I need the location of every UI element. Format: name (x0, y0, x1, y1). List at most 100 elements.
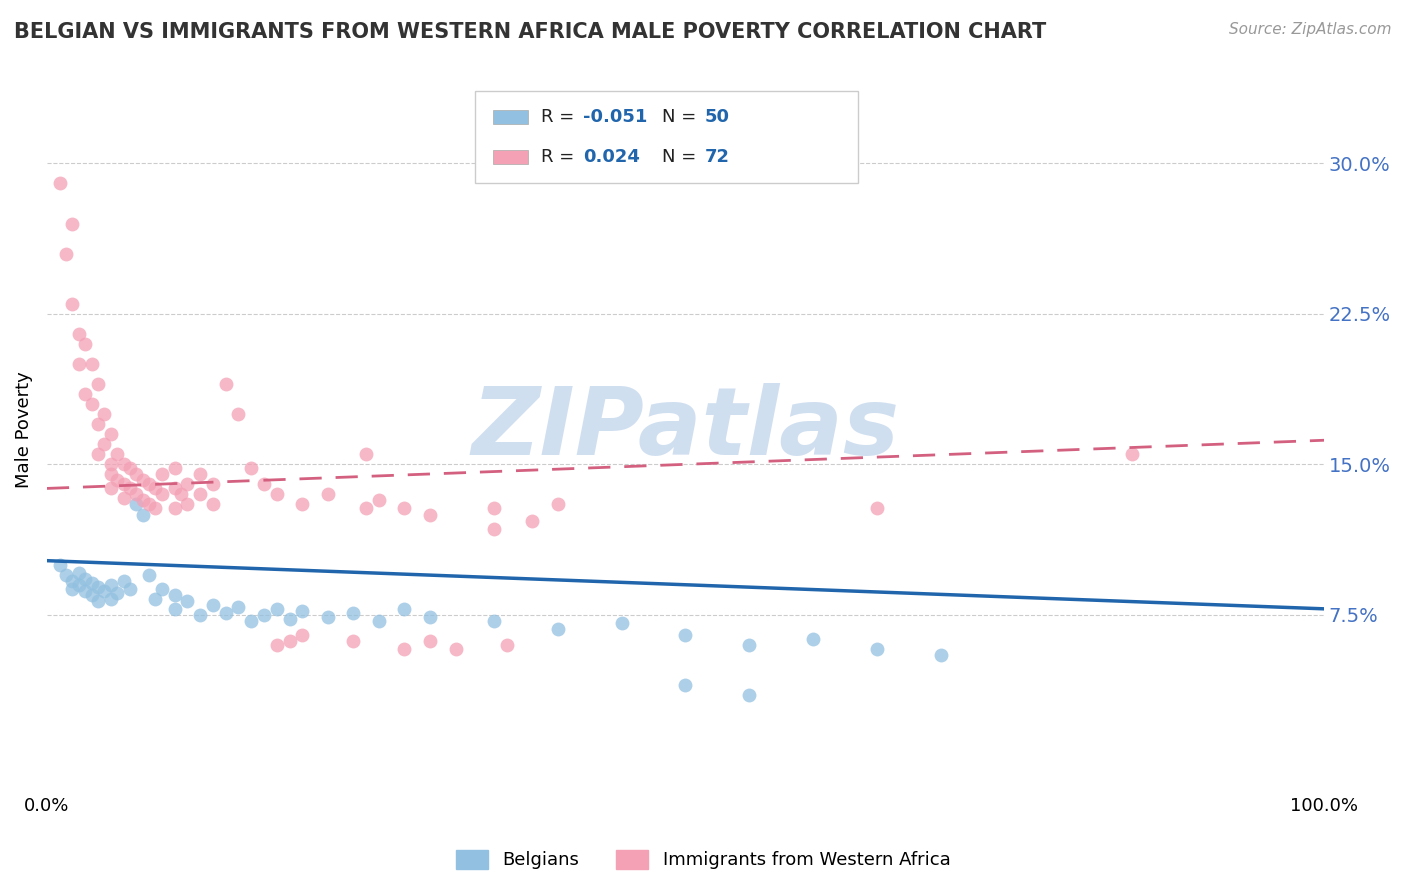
Point (201, 498, 224, 512)
Point (100, 591, 122, 606)
Point (62, 574, 84, 588)
Point (131, 474, 153, 488)
Point (93, 583, 115, 598)
Legend: Belgians, Immigrants from Western Africa: Belgians, Immigrants from Western Africa (447, 841, 959, 879)
Text: 0.024: 0.024 (583, 148, 640, 166)
Point (342, 634, 364, 648)
Point (495, 638, 517, 652)
Point (866, 642, 889, 657)
Point (738, 638, 761, 652)
Point (316, 610, 339, 624)
Point (145, 591, 167, 606)
Point (100, 578, 122, 592)
Point (48, 177, 70, 191)
Point (801, 632, 824, 646)
Point (394, 642, 416, 657)
Point (67, 357, 90, 371)
Point (67, 566, 90, 580)
Point (482, 501, 505, 516)
Point (342, 606, 364, 620)
Bar (492, 110, 529, 124)
Point (75, 337, 97, 351)
Point (93, 437, 115, 451)
Point (75, 572, 97, 586)
Point (215, 606, 238, 620)
Point (150, 582, 173, 596)
Text: Source: ZipAtlas.com: Source: ZipAtlas.com (1229, 22, 1392, 37)
Point (163, 588, 186, 602)
Point (482, 614, 505, 628)
Point (80, 575, 103, 590)
Point (105, 474, 128, 488)
Point (228, 407, 250, 421)
Y-axis label: Male Poverty: Male Poverty (15, 371, 32, 488)
Point (444, 642, 467, 657)
Point (150, 487, 173, 501)
Point (240, 614, 263, 628)
Text: ZIPatlas: ZIPatlas (471, 384, 900, 475)
Point (610, 615, 633, 630)
Text: -0.051: -0.051 (583, 108, 648, 126)
Point (62, 297, 84, 311)
FancyBboxPatch shape (475, 91, 858, 184)
Point (131, 493, 153, 508)
Text: N =: N = (662, 108, 703, 126)
Point (394, 501, 416, 516)
Point (176, 477, 198, 491)
Point (291, 498, 314, 512)
Point (176, 594, 198, 608)
Point (188, 467, 211, 482)
Point (547, 622, 569, 636)
Point (138, 477, 160, 491)
Point (112, 477, 135, 491)
Point (176, 498, 198, 512)
Point (87, 377, 110, 392)
Point (67, 326, 90, 341)
Point (188, 487, 211, 501)
Point (75, 387, 97, 401)
Point (240, 461, 263, 475)
Point (87, 447, 110, 461)
Point (100, 482, 122, 496)
Point (105, 447, 128, 461)
Text: BELGIAN VS IMMIGRANTS FROM WESTERN AFRICA MALE POVERTY CORRELATION CHART: BELGIAN VS IMMIGRANTS FROM WESTERN AFRIC… (14, 22, 1046, 42)
Point (419, 610, 441, 624)
Point (394, 602, 416, 616)
Point (253, 477, 276, 491)
Point (316, 487, 339, 501)
Point (145, 501, 167, 516)
Point (929, 648, 952, 662)
Point (93, 407, 115, 421)
Point (266, 487, 288, 501)
Point (675, 678, 697, 692)
Point (125, 487, 148, 501)
Point (118, 582, 141, 596)
Point (291, 604, 314, 618)
Point (368, 614, 391, 628)
Point (368, 493, 391, 508)
Point (278, 634, 301, 648)
Point (266, 602, 288, 616)
Point (55, 567, 77, 582)
Point (80, 357, 103, 371)
Point (170, 487, 193, 501)
Point (291, 628, 314, 642)
Text: N =: N = (662, 148, 703, 166)
Point (354, 447, 377, 461)
Point (62, 582, 84, 596)
Point (675, 628, 697, 642)
Point (188, 607, 211, 622)
Point (80, 588, 103, 602)
Point (163, 602, 186, 616)
Point (1121, 447, 1143, 461)
Point (419, 508, 441, 522)
Point (163, 461, 186, 475)
Point (150, 467, 173, 482)
Text: R =: R = (541, 148, 581, 166)
Point (87, 594, 110, 608)
Point (253, 607, 276, 622)
Point (278, 612, 301, 626)
Point (80, 397, 103, 411)
Point (138, 567, 160, 582)
Point (131, 508, 153, 522)
